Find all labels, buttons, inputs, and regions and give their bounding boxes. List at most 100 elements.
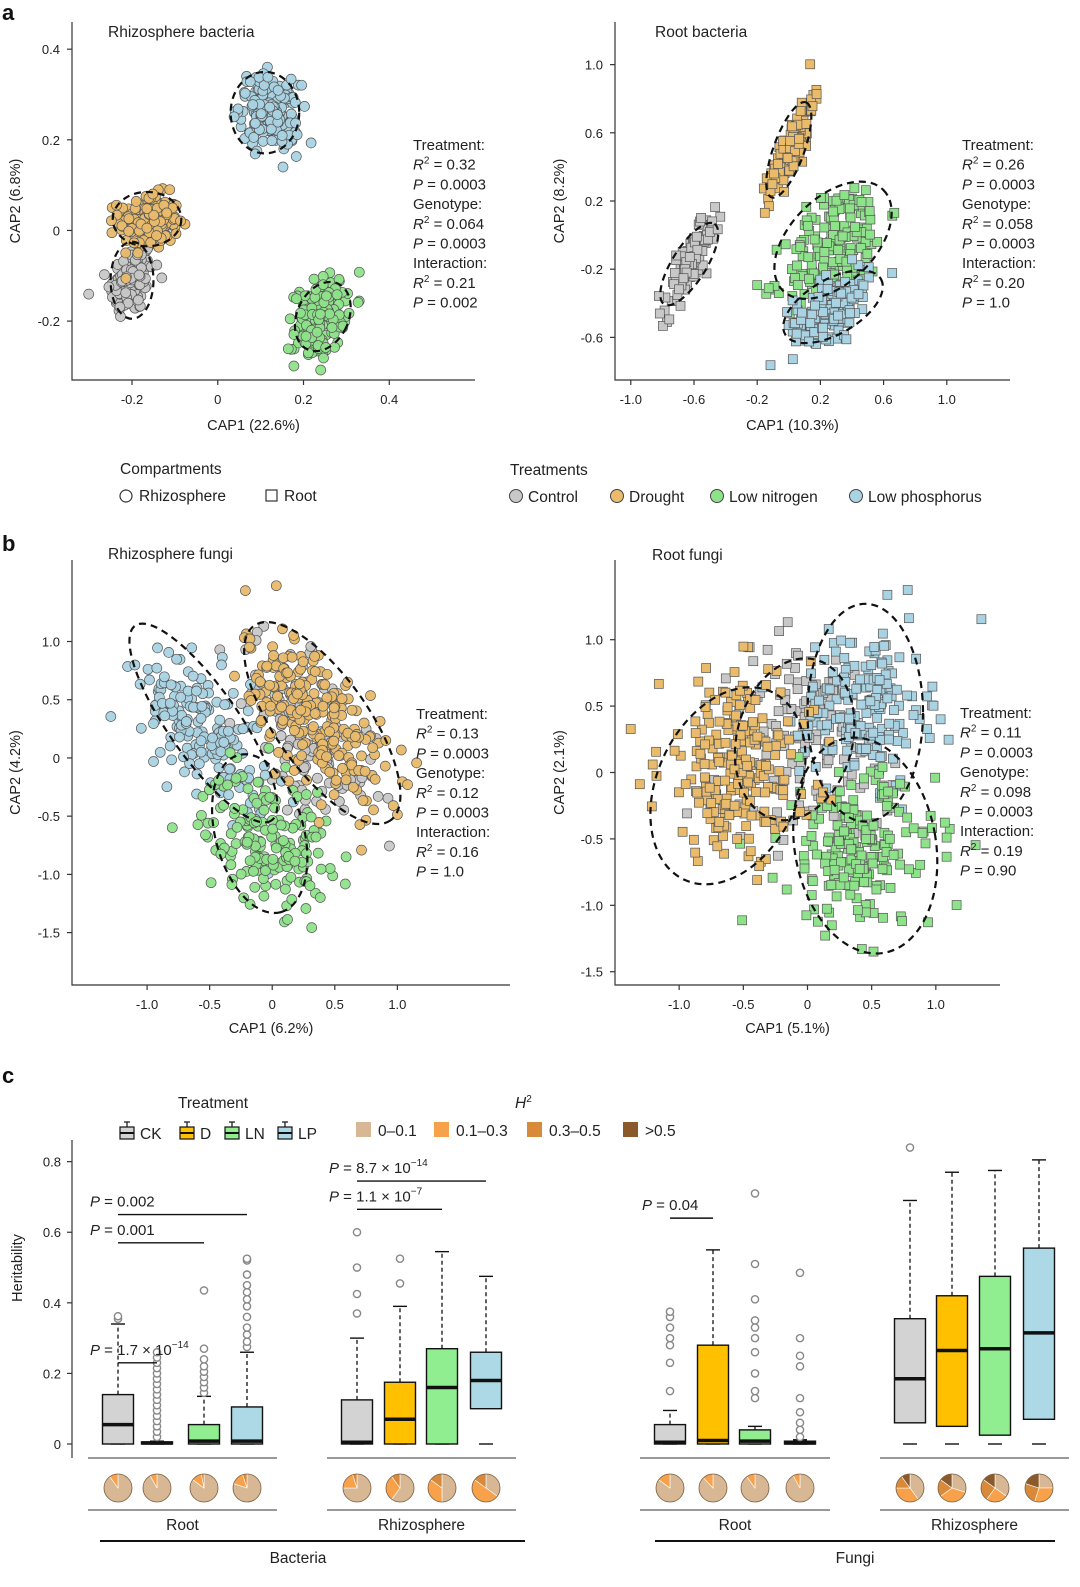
y-axis-label: CAP2 (8.2%) — [552, 159, 568, 244]
point-low-phosphorus — [805, 318, 816, 328]
point-low-nitrogen — [878, 912, 888, 923]
point-drought — [309, 666, 321, 677]
stats-block: Treatment: R2 = 0.13 P = 0.0003 Genotype: R2… — [416, 706, 490, 881]
point-low-nitrogen — [284, 313, 296, 325]
point-low-nitrogen — [312, 847, 324, 859]
point-drought — [336, 693, 348, 704]
r2-symbol: R — [962, 216, 973, 233]
point-low-phosphorus — [299, 101, 310, 112]
outlier-point — [242, 1280, 252, 1290]
point-control — [664, 314, 675, 325]
y-tick-label: 0.4 — [43, 1296, 61, 1311]
point-drought — [692, 856, 703, 866]
r2-symbol: R — [413, 216, 424, 233]
point-low-phosphorus — [882, 589, 893, 600]
point-low-phosphorus — [831, 297, 841, 308]
point-drought — [784, 734, 795, 745]
point-low-phosphorus — [833, 310, 843, 321]
outlier-point — [242, 1330, 252, 1339]
point-drought — [750, 695, 761, 705]
point-drought — [669, 745, 680, 756]
point-drought — [752, 731, 763, 742]
point-low-nitrogen — [249, 881, 261, 893]
legend-label-low-phosphorus: Low phosphorus — [868, 489, 982, 506]
point-low-phosphorus — [818, 307, 828, 317]
data-points — [105, 580, 422, 933]
point-drought — [701, 663, 711, 673]
p-value: = 0.0003 — [972, 236, 1035, 253]
point-low-nitrogen — [166, 822, 178, 834]
stat-heading: Interaction: — [416, 824, 490, 841]
point-low-nitrogen — [831, 891, 842, 902]
point-drought — [732, 834, 742, 844]
point-low-nitrogen — [331, 289, 343, 301]
r2-value: = 0.064 — [429, 216, 484, 233]
outlier-point — [750, 1294, 760, 1304]
point-control — [823, 755, 834, 766]
point-low-nitrogen — [263, 742, 275, 754]
point-low-nitrogen — [326, 322, 338, 333]
p-symbol: P — [90, 1342, 100, 1359]
point-drought — [340, 774, 352, 786]
point-drought — [795, 106, 806, 116]
h2-pie — [655, 1473, 685, 1503]
plot-title: Root bacteria — [655, 24, 748, 41]
p-exponent: −7 — [411, 1186, 423, 1197]
outlier-point — [665, 1323, 675, 1332]
h2-pie — [342, 1473, 372, 1503]
point-low-phosphorus — [285, 73, 297, 85]
group-label: Root — [719, 1517, 752, 1534]
point-low-phosphorus — [892, 736, 903, 746]
point-low-phosphorus — [818, 322, 828, 333]
point-drought — [333, 750, 345, 761]
point-low-phosphorus — [791, 328, 802, 339]
point-drought — [738, 641, 749, 652]
point-drought — [778, 175, 789, 186]
point-low-phosphorus — [166, 754, 177, 766]
box-d — [935, 1295, 969, 1428]
kingdom-label-bacteria: Bacteria — [270, 1550, 327, 1567]
x-tick-label: 0 — [269, 997, 276, 1012]
point-low-nitrogen — [820, 930, 831, 941]
point-drought — [761, 760, 771, 771]
point-low-nitrogen — [231, 821, 243, 833]
point-drought — [365, 690, 376, 701]
h2-pie — [980, 1473, 1010, 1503]
point-low-phosphorus — [872, 712, 883, 723]
p-symbol: P — [962, 176, 972, 193]
legend-h2-swatch — [434, 1122, 449, 1137]
point-low-nitrogen — [251, 797, 263, 809]
point-low-phosphorus — [861, 744, 871, 754]
data-points — [83, 61, 365, 376]
point-drought — [702, 808, 713, 819]
point-low-nitrogen — [737, 915, 748, 926]
point-low-nitrogen — [241, 836, 253, 848]
legend-h2-swatch — [527, 1122, 542, 1137]
point-drought — [786, 749, 796, 760]
point-low-phosphorus — [296, 79, 307, 91]
point-drought — [367, 742, 379, 754]
point-low-nitrogen — [829, 864, 840, 875]
outlier-point — [795, 1351, 805, 1361]
point-low-nitrogen — [850, 222, 860, 232]
h2-pie — [895, 1473, 925, 1503]
point-drought — [680, 779, 691, 790]
point-control — [312, 772, 323, 784]
point-control — [696, 213, 706, 223]
point-control — [691, 231, 702, 242]
point-low-phosphorus — [868, 727, 879, 738]
plot-title: Root fungi — [652, 547, 723, 564]
stat-heading: Genotype: — [962, 196, 1031, 213]
point-low-nitrogen — [311, 326, 323, 338]
point-low-phosphorus — [884, 734, 894, 745]
point-drought — [714, 716, 725, 727]
p-value: = 1.0 — [972, 295, 1010, 312]
point-low-nitrogen — [308, 273, 320, 285]
point-low-phosphorus — [866, 660, 877, 670]
point-low-phosphorus — [891, 684, 902, 695]
point-low-nitrogen — [300, 903, 312, 914]
x-axis-label: CAP1 (10.3%) — [746, 418, 839, 434]
point-drought — [369, 773, 381, 785]
point-low-nitrogen — [939, 817, 950, 828]
